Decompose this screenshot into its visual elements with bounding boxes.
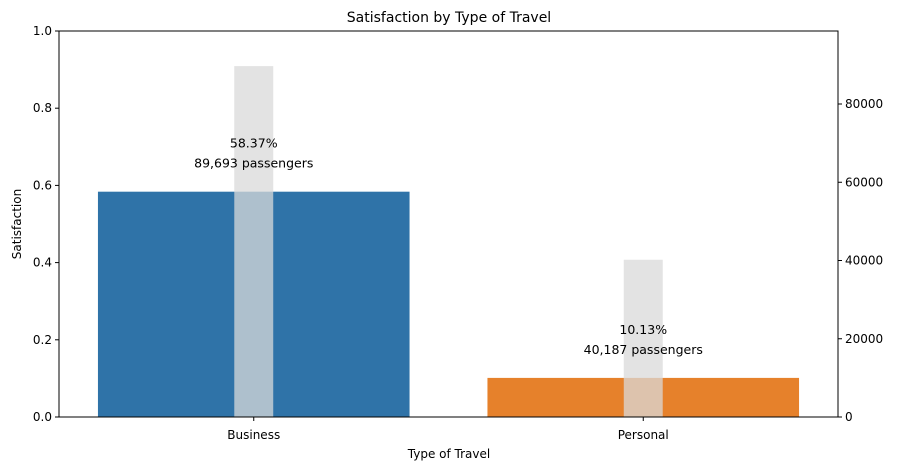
count-label-business: 89,693 passengers xyxy=(194,156,313,171)
count-label-personal: 40,187 passengers xyxy=(584,342,703,357)
percent-label-personal: 10.13% xyxy=(619,322,667,337)
y2-tick-label: 20000 xyxy=(845,332,883,346)
y-tick-label: 0.8 xyxy=(33,101,52,115)
x-tick-label: Business xyxy=(227,428,280,442)
y-axis-left: 0.0 0.2 0.4 0.6 0.8 1.0 xyxy=(33,24,59,424)
y-axis-title: Satisfaction xyxy=(10,189,24,259)
count-bar-personal xyxy=(623,259,663,417)
y-axis-right: 0 20000 40000 60000 80000 xyxy=(838,97,883,424)
y2-tick-label: 60000 xyxy=(845,175,883,189)
y2-tick-label: 40000 xyxy=(845,254,883,268)
x-axis-title: Type of Travel xyxy=(407,447,490,461)
bars-layer xyxy=(97,191,800,417)
y-tick-label: 0.0 xyxy=(33,410,52,424)
y2-tick-label: 80000 xyxy=(845,97,883,111)
count-bars-layer xyxy=(234,66,663,417)
count-bar-business xyxy=(234,66,274,417)
y2-tick-label: 0 xyxy=(845,410,853,424)
data-labels-layer: 58.37% 89,693 passengers 10.13% 40,187 pass… xyxy=(194,136,703,357)
x-axis: Business Personal xyxy=(227,417,669,442)
y-tick-label: 1.0 xyxy=(33,24,52,38)
percent-label-business: 58.37% xyxy=(230,136,278,151)
y-tick-label: 0.6 xyxy=(33,178,52,192)
chart-title: Satisfaction by Type of Travel xyxy=(347,10,551,26)
y-tick-label: 0.2 xyxy=(33,333,52,347)
y-tick-label: 0.4 xyxy=(33,256,52,270)
x-tick-label: Personal xyxy=(618,428,669,442)
plot-frame xyxy=(58,30,839,418)
